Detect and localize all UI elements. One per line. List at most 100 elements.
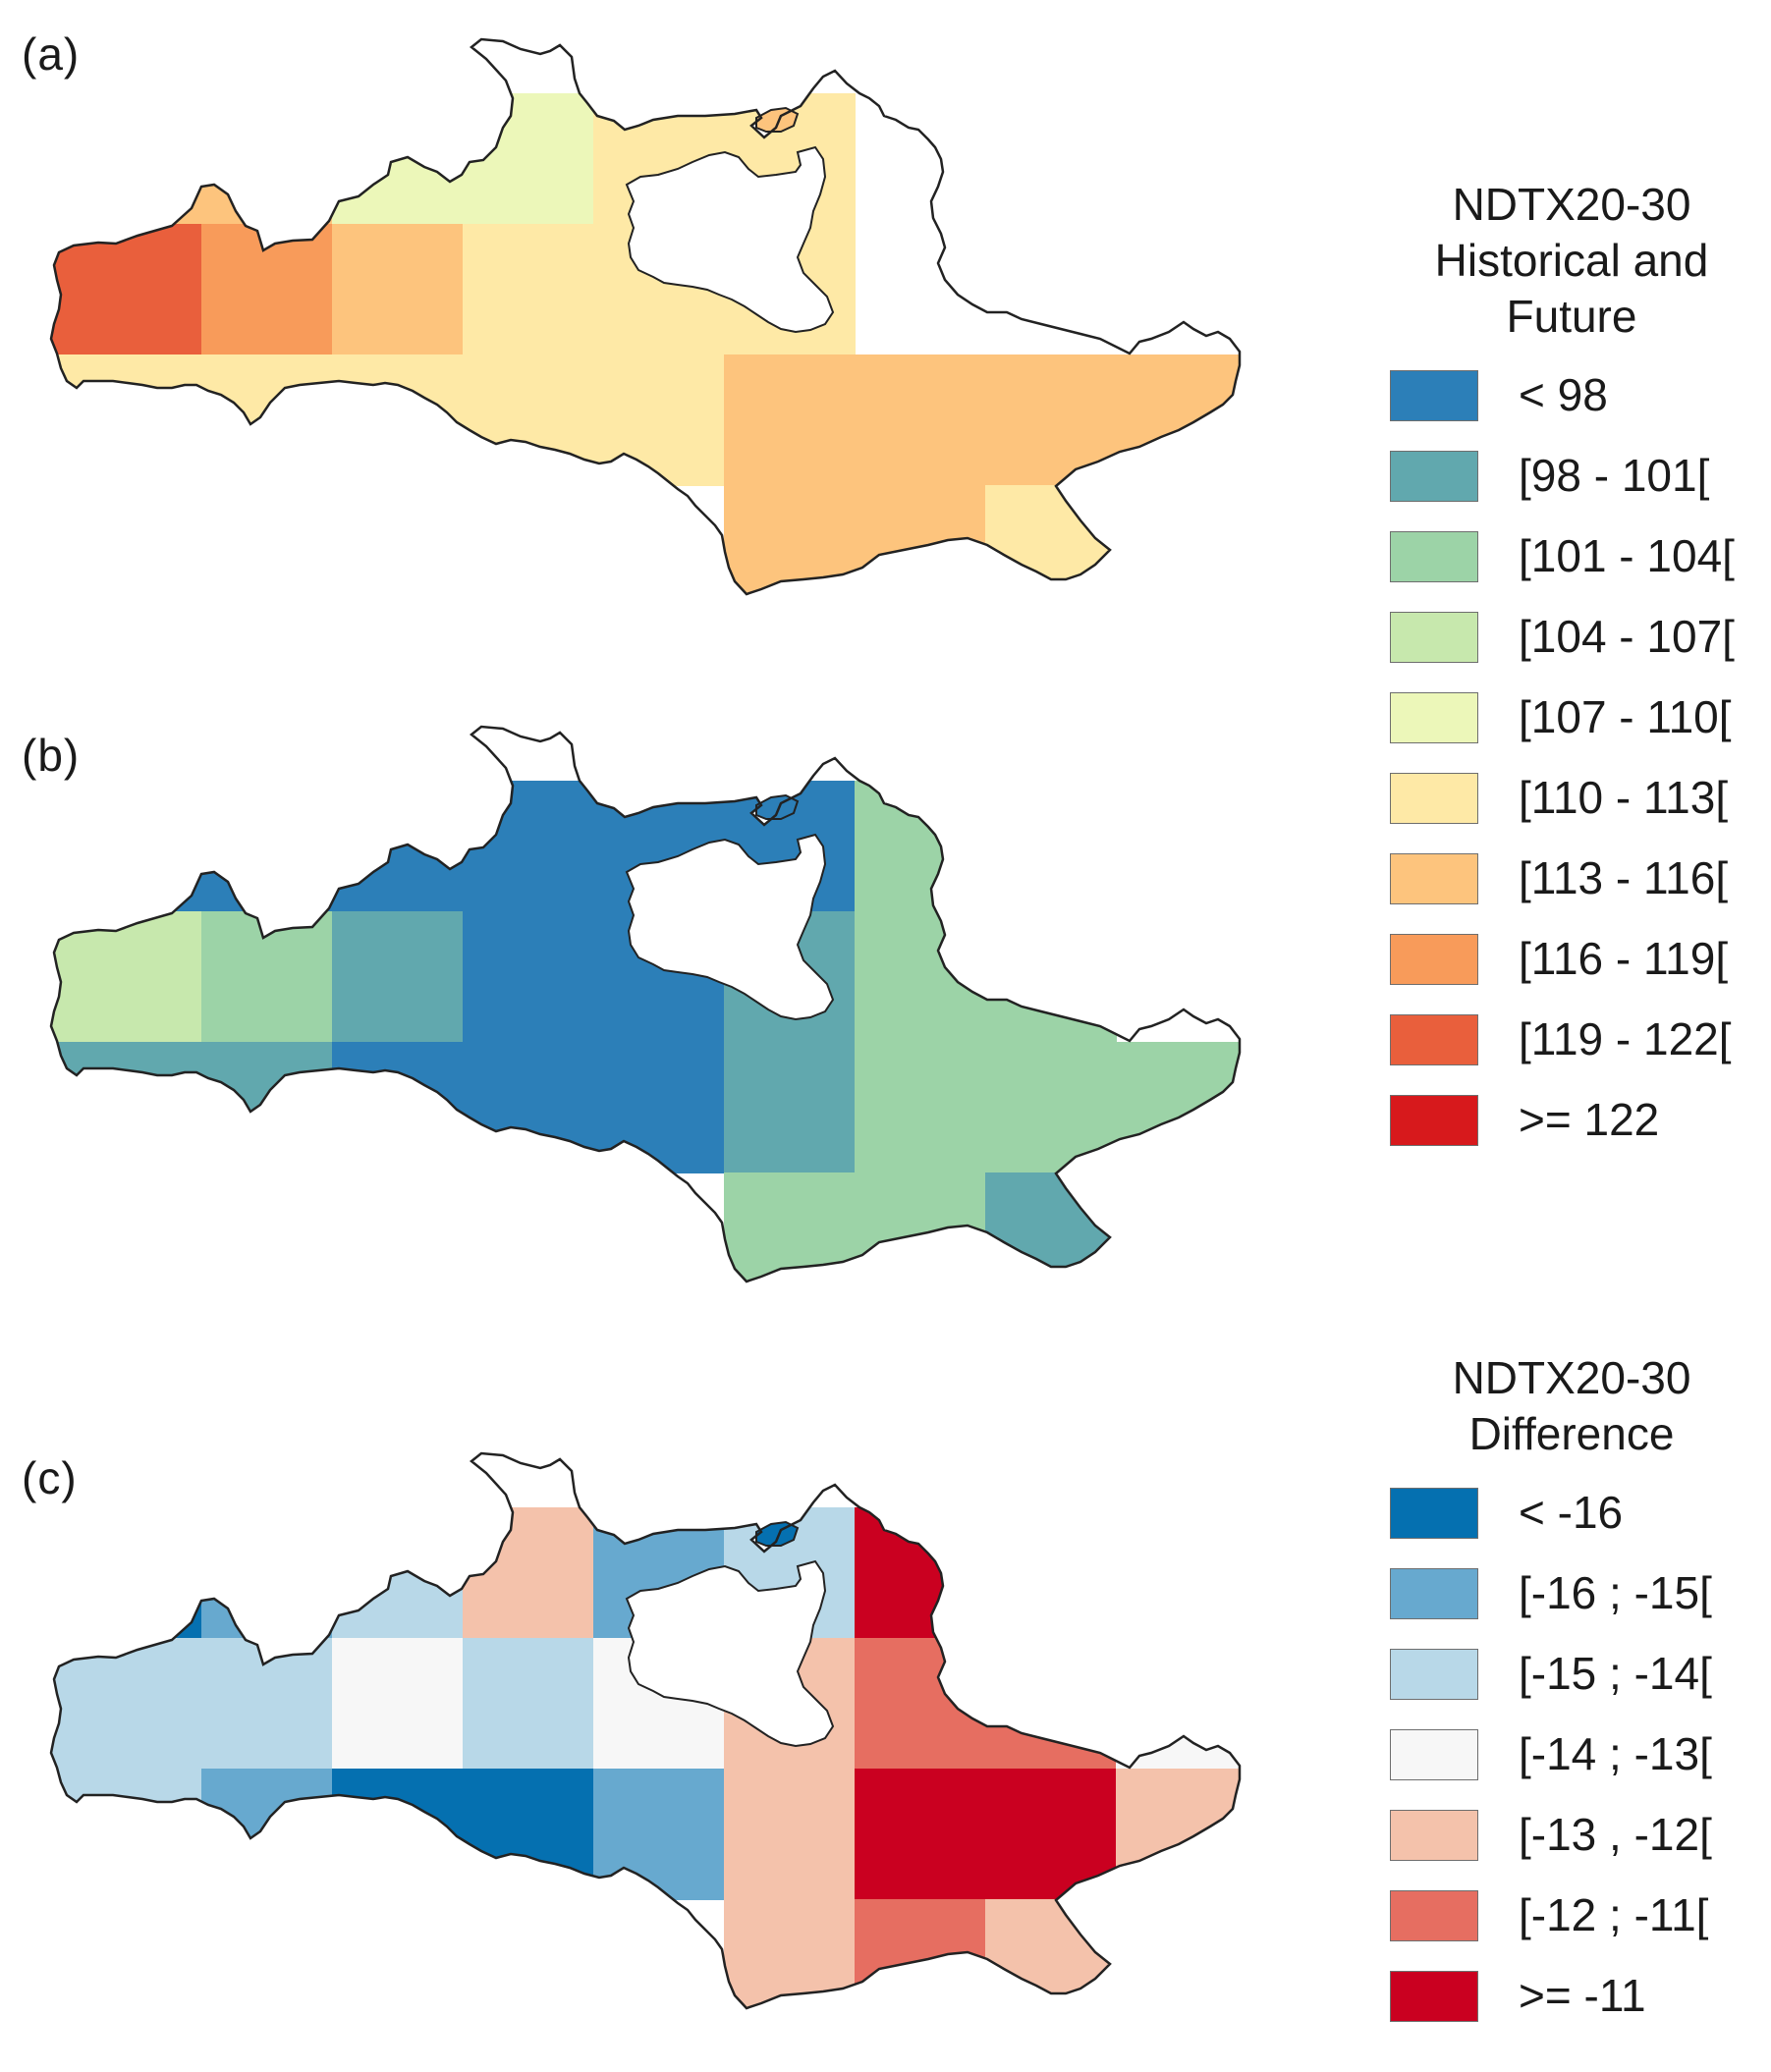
region-border: [49, 725, 1242, 1283]
legend-title-line: Historical and: [1434, 235, 1709, 286]
grid-cell: [463, 1042, 594, 1173]
grid-cell: [985, 1899, 1117, 2008]
grid-cell: [71, 354, 202, 486]
grid-cell: [855, 354, 986, 486]
legend-difference: NDTX20-30 Difference < -16 [-16 ; -15[[-1…: [1385, 1350, 1758, 2022]
grid-cell: [51, 93, 72, 225]
grid-cell: [71, 1769, 202, 1900]
legend-title-line: NDTX20-30: [1452, 179, 1691, 230]
legend-item: >= -11: [1385, 1970, 1758, 2022]
legend-swatch: [1390, 1729, 1478, 1780]
legend-swatch: [1390, 370, 1478, 421]
grid-cell: [593, 1042, 725, 1173]
grid-cell: [51, 354, 72, 486]
legend-label: [104 - 107[: [1519, 611, 1735, 662]
legend-label: [98 - 101[: [1519, 450, 1710, 501]
legend-swatch: [1390, 451, 1478, 502]
grid-cell: [985, 1042, 1117, 1173]
grid-cell: [855, 485, 986, 594]
legend-swatch: [1390, 934, 1478, 985]
legend-label: [101 - 104[: [1519, 530, 1735, 581]
legend-item: [-13 , -12[: [1385, 1809, 1758, 1861]
grid-cell: [463, 911, 594, 1043]
grid-cell: [985, 354, 1117, 486]
grid-cell: [985, 1507, 1117, 1639]
grid-cell: [463, 354, 594, 486]
grid-cell: [51, 781, 72, 912]
grid-cell: [855, 1638, 986, 1770]
grid-cell: [71, 911, 202, 1043]
grid-cell: [855, 1899, 986, 2008]
grid-cell: [855, 1172, 986, 1281]
grid-cell: [201, 93, 333, 225]
grid-cell: [201, 224, 333, 355]
legend-swatch: [1390, 1971, 1478, 2022]
grid-cell: [51, 224, 72, 355]
grid-cell: [855, 781, 986, 912]
grid-cell: [855, 911, 986, 1043]
legend-swatch: [1390, 692, 1478, 743]
map-panel-b: [0, 707, 1356, 1340]
legend-item: [-15 ; -14[: [1385, 1648, 1758, 1700]
grid-cell: [985, 485, 1117, 594]
legend-item: < 98: [1385, 369, 1758, 421]
legend-label: [107 - 110[: [1519, 691, 1732, 742]
legend-title-line: Difference: [1468, 1408, 1675, 1459]
legend-historical-future: NDTX20-30 Historical and Future < 98 [98 …: [1385, 177, 1758, 1146]
legend-item: [104 - 107[: [1385, 611, 1758, 663]
legend-swatch: [1390, 1890, 1478, 1941]
grid-cell: [71, 1638, 202, 1770]
grid-cell: [593, 354, 725, 486]
grid-cell: [985, 1769, 1117, 1900]
legend-title: NDTX20-30 Historical and Future: [1385, 177, 1758, 345]
legend-item: [101 - 104[: [1385, 530, 1758, 582]
legend-title-line: NDTX20-30: [1452, 1352, 1691, 1403]
grid-cells: [51, 1507, 1240, 2008]
grid-cell: [593, 1769, 725, 1900]
panel-label-a: (a): [22, 28, 81, 80]
grid-cell: [985, 1638, 1117, 1770]
grid-cell: [51, 1042, 72, 1173]
legend-label: [119 - 122[: [1519, 1013, 1732, 1064]
legend-label: [-15 ; -14[: [1519, 1648, 1712, 1699]
grid-cell: [71, 1507, 202, 1639]
grid-cell: [724, 485, 856, 594]
legend-item: [113 - 116[: [1385, 852, 1758, 904]
grid-cell: [724, 1899, 856, 2008]
grid-cell: [463, 1638, 594, 1770]
legend-swatch: [1390, 1014, 1478, 1065]
legend-item: [107 - 110[: [1385, 691, 1758, 743]
legend-label: [-12 ; -11[: [1519, 1889, 1709, 1940]
grid-cells: [51, 781, 1240, 1281]
legend-item: [-12 ; -11[: [1385, 1889, 1758, 1941]
grid-cell: [332, 1638, 464, 1770]
grid-cell: [1116, 1042, 1240, 1173]
legend-swatch: [1390, 1095, 1478, 1146]
grid-cell: [985, 911, 1117, 1043]
lake-hole: [625, 833, 835, 1021]
legend-item: [119 - 122[: [1385, 1013, 1758, 1065]
grid-cell: [201, 1042, 333, 1173]
grid-cell: [724, 1172, 856, 1281]
grid-cell: [1116, 354, 1240, 486]
grid-cell: [1116, 1769, 1240, 1900]
grid-cell: [855, 1507, 986, 1639]
grid-cell: [201, 911, 333, 1043]
legend-label: [113 - 116[: [1519, 852, 1729, 903]
legend-label: < 98: [1519, 369, 1608, 420]
grid-cell: [51, 1638, 72, 1770]
legend-item: >= 122: [1385, 1094, 1758, 1146]
grid-cell: [51, 1507, 72, 1639]
map-panel-c: [0, 1429, 1356, 2072]
legend-label: [-14 ; -13[: [1519, 1728, 1712, 1779]
lake-hole: [625, 145, 835, 334]
legend-item: [-14 ; -13[: [1385, 1728, 1758, 1780]
legend-item: [98 - 101[: [1385, 450, 1758, 502]
grid-cell: [855, 1769, 986, 1900]
map-b-svg: [49, 725, 1242, 1283]
grid-cell: [71, 1042, 202, 1173]
grid-cell: [332, 1042, 464, 1173]
grid-cell: [201, 354, 333, 486]
legend-swatch: [1390, 1488, 1478, 1539]
grid-cell: [463, 1769, 594, 1900]
